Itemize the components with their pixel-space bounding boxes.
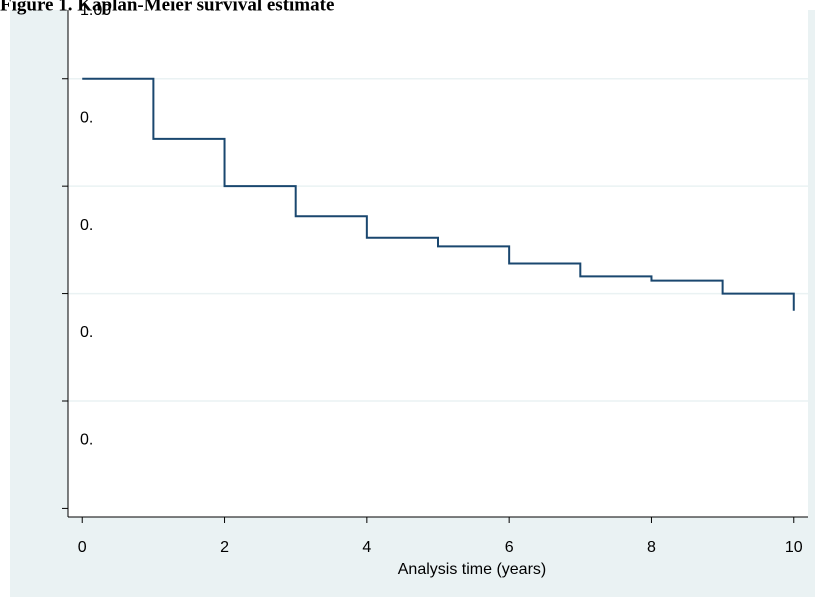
survival-curve — [82, 77, 795, 311]
y-tick-label: 0. — [80, 109, 93, 126]
x-tick-label: 6 — [505, 539, 514, 556]
plot-area — [68, 10, 808, 517]
x-axis-label: Analysis time (years) — [398, 561, 546, 578]
y-tick-label: 1.00 — [80, 2, 111, 19]
y-tick-label: 0. — [80, 432, 93, 449]
x-tick-label: 8 — [647, 539, 656, 556]
chart-title: Figure 1. Kaplan-Meier survival estimate — [0, 0, 334, 15]
x-tick-label: 4 — [362, 539, 371, 556]
y-tick-label: 0. — [80, 217, 93, 234]
x-tick-label: 0 — [78, 539, 87, 556]
x-tick-label: 10 — [785, 539, 803, 556]
y-tick-label: 0. — [80, 324, 93, 341]
x-tick-label: 2 — [220, 539, 229, 556]
